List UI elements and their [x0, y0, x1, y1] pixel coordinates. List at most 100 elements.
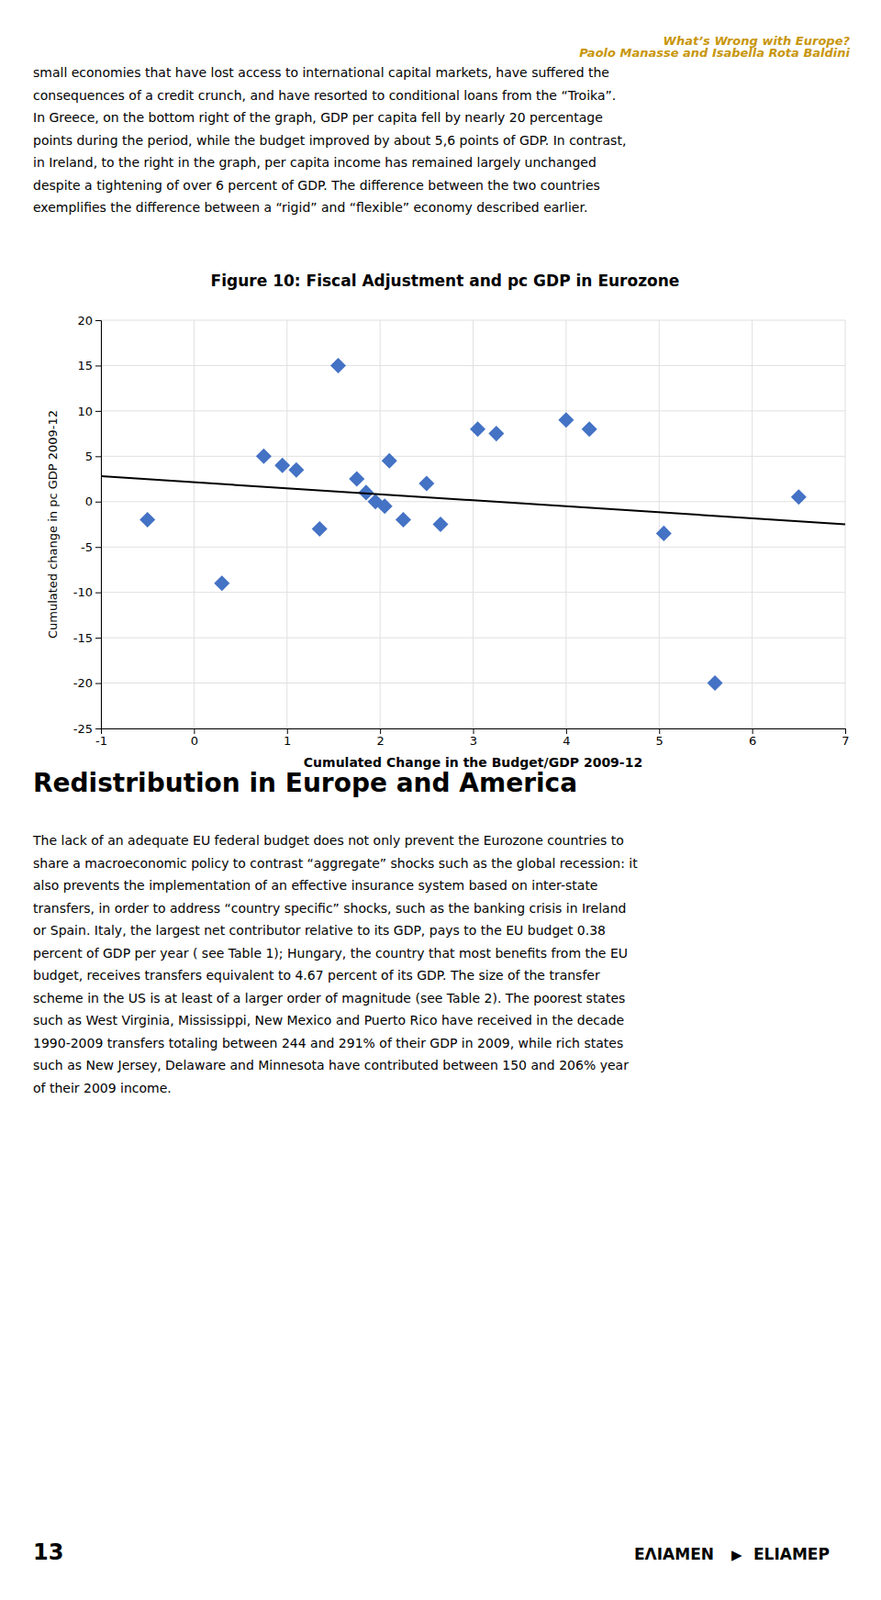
tick: -20 [73, 676, 101, 691]
chart-title: Figure 10: Fiscal Adjustment and pc GDP … [211, 271, 681, 290]
point [469, 421, 486, 437]
x-axis: -101234567 [95, 728, 850, 748]
tick-label: -10 [73, 585, 93, 600]
point [381, 453, 398, 469]
tick-mark [95, 637, 101, 639]
point [656, 525, 672, 542]
grid-line [100, 501, 846, 502]
logo: ELIAMEP [753, 1545, 830, 1564]
paragraph: small economies that have lost access to… [33, 65, 626, 215]
grid-line [286, 320, 288, 729]
text-line: small economies that have lost access to… [33, 65, 610, 80]
point [377, 498, 393, 514]
text-line: also prevents the implementation of an e… [33, 878, 598, 893]
tick: 1 [283, 728, 291, 748]
point [139, 512, 156, 528]
grid-line [100, 410, 846, 412]
tick: 2 [376, 728, 384, 748]
tick-mark [95, 411, 101, 413]
grid-line [472, 320, 474, 729]
grid-line [100, 637, 846, 639]
grid-line [100, 456, 846, 458]
grid-line [565, 320, 567, 729]
tick-mark [95, 365, 101, 367]
grid-line [100, 591, 846, 593]
grid-line [751, 320, 753, 729]
point [256, 448, 272, 465]
tick-label: -25 [73, 722, 93, 737]
grid-line [658, 320, 660, 729]
point [395, 512, 412, 528]
tick: -15 [73, 631, 101, 646]
grid-line [379, 320, 381, 729]
point [433, 516, 449, 533]
point [557, 412, 574, 428]
tick-label: 15 [77, 358, 93, 373]
text-line: or Spain. Italy, the largest net contrib… [33, 923, 606, 938]
point [707, 675, 724, 692]
tick: -25 [73, 722, 101, 737]
logo: ▶ [731, 1547, 743, 1564]
point [288, 462, 304, 479]
trend-line [100, 476, 846, 525]
tick-label: 6 [748, 734, 757, 748]
tick: -10 [73, 585, 101, 600]
point [581, 421, 598, 437]
tick-mark [473, 728, 475, 735]
text-line: consequences of a credit crunch, and hav… [33, 88, 616, 103]
text-line: In Greece, on the bottom right of the gr… [33, 110, 603, 125]
text-line: transfers, in order to address “country … [33, 901, 626, 916]
point [348, 471, 365, 488]
tick-mark [658, 728, 660, 735]
tick-label: -15 [73, 631, 93, 646]
axis-line [101, 729, 847, 736]
point [213, 575, 230, 592]
tick-label: -20 [73, 676, 93, 691]
tick-label: 2 [376, 734, 384, 748]
tick: 3 [469, 728, 478, 748]
tick-label: 20 [77, 313, 93, 328]
tick-mark [95, 728, 101, 730]
text-line: in Ireland, to the right in the graph, p… [33, 155, 597, 170]
text-line: budget, receives transfers equivalent to… [33, 968, 601, 983]
marks [100, 357, 846, 692]
tick: 6 [748, 728, 757, 748]
text-line: The lack of an adequate EU federal budge… [32, 833, 625, 848]
tick-mark [566, 728, 568, 735]
plot: -101234567-25-20-15-10-505101520 [73, 313, 850, 749]
tick-label: 10 [77, 404, 93, 419]
tick-mark [379, 728, 381, 735]
text-line: 1990-2009 transfers totaling between 244… [33, 1036, 624, 1051]
header: Paolo Manasse and Isabella Rota Baldini [579, 45, 850, 60]
tick: 15 [77, 358, 101, 373]
tick-mark [95, 320, 101, 322]
tick: 0 [85, 494, 101, 509]
tick: 5 [85, 449, 101, 464]
point [312, 521, 328, 537]
tick: -5 [80, 540, 101, 555]
grid-line [100, 682, 846, 684]
tick-mark [193, 728, 195, 735]
grid-line [193, 320, 195, 729]
text-line: despite a tightening of over 6 percent o… [33, 178, 601, 193]
point [418, 475, 435, 491]
text-line: such as New Jersey, Delaware and Minneso… [33, 1058, 629, 1073]
tick-label: 0 [85, 494, 93, 509]
tick-mark [845, 728, 847, 735]
tick-mark [95, 592, 101, 594]
grid-line [100, 320, 846, 322]
tick: 7 [841, 728, 849, 748]
y-axis-title: Cumulated change in pc GDP 2009-12 [45, 410, 60, 639]
tick-label: 1 [283, 734, 291, 748]
tick-mark [95, 501, 101, 503]
text-line: exemplifies the difference between a “ri… [33, 200, 588, 215]
tick: 20 [77, 313, 101, 328]
tick-label: -5 [80, 540, 93, 555]
tick-label: 0 [190, 734, 199, 748]
tick-mark [287, 728, 289, 735]
tick-label: 4 [562, 734, 570, 748]
paragraph: The lack of an adequate EU federal budge… [32, 833, 638, 1096]
tick: 0 [190, 728, 199, 748]
tick-label: 3 [469, 734, 478, 748]
page: What’s Wrong with Europe?Paolo Manasse a… [0, 0, 881, 1600]
